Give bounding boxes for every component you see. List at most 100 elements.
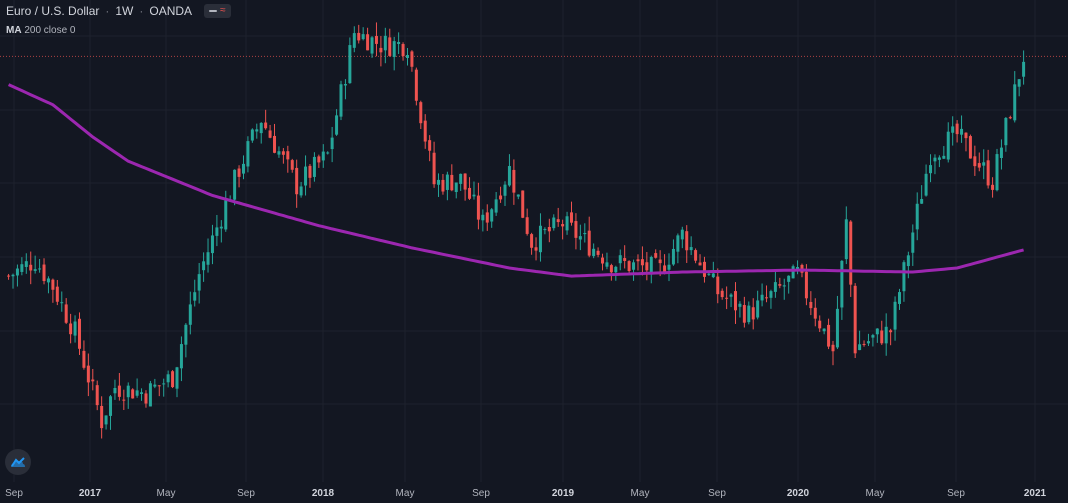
candle <box>596 247 600 258</box>
candle <box>725 286 729 310</box>
candle <box>299 181 303 198</box>
interval-label[interactable]: 1W <box>115 4 134 18</box>
candle <box>414 67 418 106</box>
candle <box>317 154 321 168</box>
candle <box>157 385 161 397</box>
candle <box>361 27 365 41</box>
legend-toggle-button[interactable]: ≈ <box>204 4 231 18</box>
candle <box>530 232 534 255</box>
candle <box>654 249 658 259</box>
candle <box>210 224 214 265</box>
candle <box>862 340 866 347</box>
candle <box>122 389 126 411</box>
candle <box>720 288 724 300</box>
candle <box>818 315 822 332</box>
candle <box>268 124 272 139</box>
candle <box>481 209 485 232</box>
candle <box>69 313 73 344</box>
candle <box>516 194 520 200</box>
candle <box>605 252 609 270</box>
candle <box>202 252 206 282</box>
candle <box>259 122 263 144</box>
candle <box>871 333 875 347</box>
candle <box>667 253 671 282</box>
candle <box>38 258 42 273</box>
candle <box>503 181 507 206</box>
candle <box>73 315 77 343</box>
candle <box>277 146 281 158</box>
candle <box>738 301 742 318</box>
candle <box>95 380 99 411</box>
candle <box>472 181 476 200</box>
candle <box>906 251 910 279</box>
candle <box>11 273 15 289</box>
candle <box>184 323 188 358</box>
candle <box>534 237 538 261</box>
x-tick-label: 2020 <box>787 488 810 499</box>
candle <box>920 185 924 204</box>
candle <box>255 123 259 139</box>
candle <box>636 254 640 271</box>
candle <box>911 224 915 266</box>
candle <box>273 123 277 154</box>
candle <box>765 285 769 303</box>
candle <box>831 340 835 366</box>
candle <box>290 158 294 173</box>
candle <box>986 149 990 189</box>
candle <box>507 154 511 187</box>
candle <box>1013 71 1017 123</box>
x-tick-label: Sep <box>947 488 965 499</box>
candle <box>583 223 587 243</box>
candle <box>574 213 578 250</box>
candle <box>401 42 405 61</box>
candle <box>215 214 219 247</box>
candle <box>937 155 941 168</box>
x-tick-label: May <box>396 488 415 499</box>
candle <box>140 388 144 401</box>
ma-legend[interactable]: MA 200 close 0 <box>6 25 76 36</box>
candle <box>60 291 64 312</box>
candles <box>7 22 1026 439</box>
candle <box>321 144 325 168</box>
candle <box>428 135 432 162</box>
candle <box>51 278 55 303</box>
candle <box>968 134 972 159</box>
candle <box>55 280 59 306</box>
candle <box>822 328 826 335</box>
candle <box>33 255 37 274</box>
candle <box>233 169 237 206</box>
candle <box>982 149 986 180</box>
candle <box>844 206 848 265</box>
candle <box>995 148 999 192</box>
ma-params: 200 close 0 <box>24 25 76 36</box>
candle <box>29 251 33 285</box>
candle <box>326 151 330 155</box>
candle <box>680 226 684 249</box>
candle <box>609 263 613 281</box>
candle <box>148 380 152 407</box>
candle <box>827 318 831 350</box>
candle <box>463 173 467 201</box>
candle <box>379 36 383 67</box>
candle <box>7 273 11 280</box>
candle <box>86 353 90 397</box>
candle <box>556 207 560 227</box>
candle <box>135 378 139 398</box>
candle <box>698 254 702 266</box>
candle <box>902 260 906 302</box>
candle <box>419 100 423 130</box>
candle <box>973 145 977 176</box>
candle <box>645 252 649 281</box>
candle <box>773 270 777 298</box>
candle <box>445 171 449 201</box>
candle <box>587 216 591 258</box>
tradingview-logo-button[interactable] <box>5 449 31 475</box>
candle <box>999 139 1003 170</box>
candle <box>15 264 19 287</box>
candle <box>813 298 817 327</box>
candle <box>601 253 605 271</box>
candle <box>676 233 680 264</box>
candle <box>64 298 68 325</box>
